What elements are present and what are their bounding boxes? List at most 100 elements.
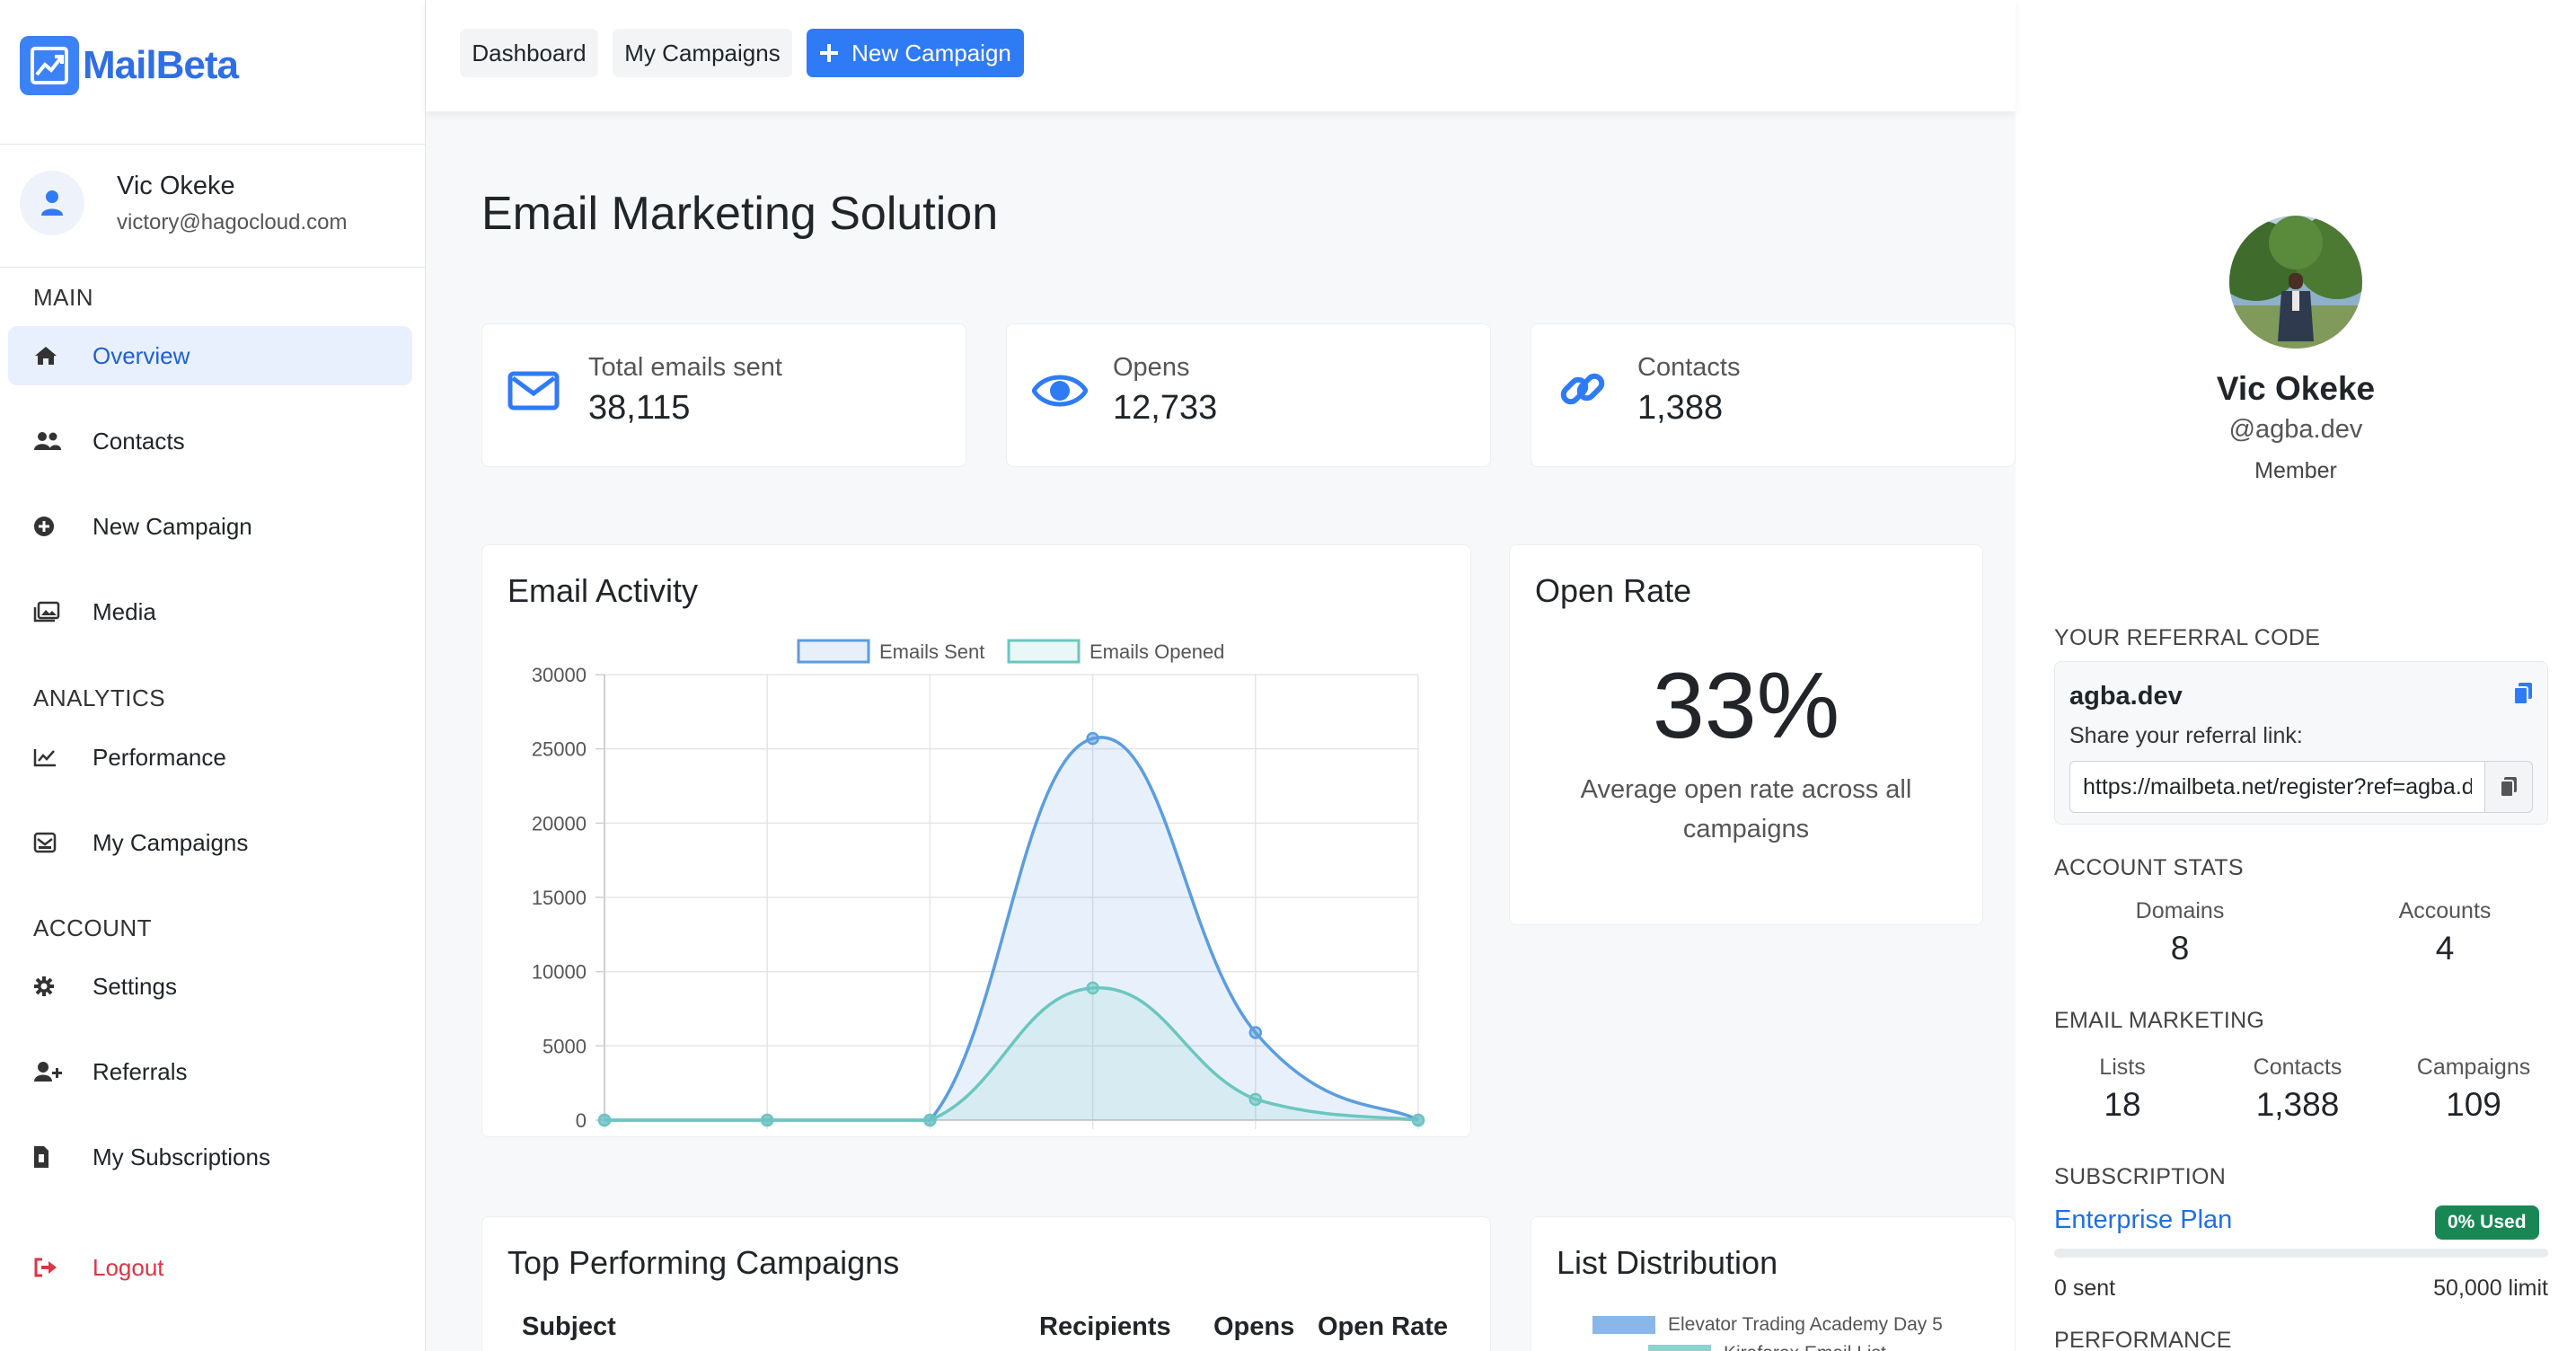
stat-label: Total emails sent (588, 353, 782, 382)
stat-campaigns: Campaigns 109 (2402, 1055, 2545, 1124)
sidebar-item-label: Referrals (93, 1057, 188, 1085)
logout-label: Logout (93, 1253, 164, 1281)
sidebar-item-referrals[interactable]: Referrals (8, 1042, 412, 1101)
sidebar: MailBeta Vic Okeke victory@hagocloud.com… (0, 0, 426, 1351)
card-title: Open Rate (1535, 572, 1692, 609)
referral-box: agba.dev Share your referral link: (2054, 661, 2548, 825)
email-activity-chart: 050001000015000200002500030000DecJanFebM… (532, 639, 1425, 1132)
plan-link[interactable]: Enterprise Plan (2054, 1205, 2233, 1234)
usage-badge: 0% Used (2435, 1205, 2539, 1240)
section-main: MAIN (33, 284, 93, 311)
sidebar-item-label: New Campaign (93, 512, 252, 540)
stat-card-emails-sent: Total emails sent 38,115 (481, 323, 966, 467)
chart-line-icon (33, 747, 69, 767)
data-point (1086, 731, 1099, 746)
stat-label: Campaigns (2416, 1055, 2531, 1080)
sidebar-item-label: Media (93, 597, 156, 625)
legend-swatch (797, 639, 870, 664)
y-tick-label: 0 (576, 1109, 587, 1132)
top-bar: Dashboard My Campaigns New Campaign (426, 0, 2016, 111)
open-rate-card: Open Rate 33% Average open rate across a… (1509, 544, 1983, 925)
open-rate-description: Average open rate across all campaigns (1580, 775, 1912, 843)
profile-panel: Vic Okeke @agba.dev Member YOUR REFERRAL… (2016, 0, 2576, 1351)
main-content: Email Marketing Solution Total emails se… (426, 111, 2016, 1351)
sidebar-item-contacts[interactable]: Contacts (8, 411, 412, 471)
legend-swatch (1007, 639, 1081, 664)
referral-link-input[interactable] (2069, 761, 2484, 813)
plus-circle-icon (33, 516, 69, 537)
column-header-recipients: Recipients (1039, 1312, 1171, 1341)
card-title: Top Performing Campaigns (507, 1244, 900, 1281)
legend-swatch (1592, 1316, 1655, 1334)
logo[interactable]: MailBeta (20, 36, 239, 95)
eye-icon (1031, 371, 1089, 415)
profile-photo[interactable] (2229, 216, 2362, 349)
logout-link[interactable]: Logout (8, 1238, 412, 1297)
sidebar-item-label: Contacts (93, 427, 185, 455)
y-tick-label: 30000 (532, 664, 587, 686)
stat-value: 38,115 (588, 389, 691, 427)
copy-code-icon[interactable] (2513, 682, 2533, 710)
user-email: victory@hagocloud.com (117, 209, 348, 234)
dashboard-button[interactable]: Dashboard (460, 29, 598, 77)
referral-share-label: Share your referral link: (2069, 723, 2303, 748)
sidebar-item-settings[interactable]: Settings (8, 957, 412, 1016)
column-header-subject: Subject (522, 1312, 616, 1341)
open-rate-value: 33% (1652, 654, 1840, 758)
profile-role: Member (2254, 458, 2337, 483)
stat-domains: Domains 8 (2099, 898, 2261, 967)
user-name: Vic Okeke (117, 171, 235, 200)
column-header-open-rate: Open Rate (1318, 1312, 1449, 1341)
y-tick-label: 10000 (532, 961, 587, 984)
stat-value: 12,733 (1113, 389, 1218, 427)
copy-icon (2500, 777, 2517, 798)
y-tick-label: 15000 (532, 887, 587, 909)
plus-icon (820, 44, 839, 62)
stat-value: 109 (2446, 1086, 2501, 1123)
sidebar-item-label: Settings (93, 972, 177, 1000)
home-icon (33, 345, 69, 366)
user-icon (41, 190, 63, 216)
invoice-icon (33, 1145, 69, 1169)
my-campaigns-button[interactable]: My Campaigns (613, 29, 792, 77)
link-icon (1557, 371, 1609, 420)
y-tick-label: 25000 (532, 738, 587, 761)
user-plus-icon (33, 1061, 69, 1082)
new-campaign-button[interactable]: New Campaign (807, 29, 1024, 77)
stat-contacts: Contacts 1,388 (2226, 1055, 2369, 1124)
user-card[interactable]: Vic Okeke victory@hagocloud.com (20, 171, 347, 235)
stat-value: 4 (2435, 930, 2455, 967)
user-avatar (20, 171, 84, 235)
sidebar-item-label: My Subscriptions (93, 1143, 270, 1170)
profile-handle: @agba.dev (2228, 415, 2363, 444)
envelope-icon (507, 371, 560, 415)
sidebar-item-new-campaign[interactable]: New Campaign (8, 497, 412, 556)
users-icon (33, 431, 69, 451)
sign-out-icon (33, 1258, 69, 1277)
email-activity-card: Email Activity 0 5000 10000 15000 20000 25000… (481, 544, 1471, 1137)
sidebar-item-performance[interactable]: Performance (8, 728, 412, 787)
data-point (597, 1113, 612, 1127)
stat-label: Lists (2099, 1055, 2146, 1080)
sidebar-item-overview[interactable]: Overview (8, 326, 412, 385)
sidebar-item-my-campaigns[interactable]: My Campaigns (8, 813, 412, 872)
stat-value: 8 (2170, 930, 2190, 967)
series-area (604, 737, 1418, 1120)
copy-link-button[interactable] (2484, 761, 2533, 813)
stat-lists: Lists 18 (2060, 1055, 2185, 1124)
stat-label: Domains (2135, 898, 2225, 923)
legend-swatch (1648, 1345, 1711, 1351)
brand-name: MailBeta (83, 43, 239, 87)
section-referral: YOUR REFERRAL CODE (2054, 625, 2321, 650)
sidebar-item-label: Performance (93, 743, 226, 771)
section-analytics: ANALYTICS (33, 684, 166, 711)
sidebar-item-my-subscriptions[interactable]: My Subscriptions (8, 1127, 412, 1187)
profile-name: Vic Okeke (2216, 370, 2376, 407)
mail-bulk-icon (33, 831, 69, 854)
legend-item: Kiraforex Email List (1648, 1343, 1886, 1351)
sidebar-item-media[interactable]: Media (8, 582, 412, 641)
stat-label: Opens (1113, 353, 1190, 382)
section-email-marketing: EMAIL MARKETING (2054, 1008, 2265, 1033)
data-point (1086, 981, 1099, 995)
data-point (923, 1113, 937, 1127)
